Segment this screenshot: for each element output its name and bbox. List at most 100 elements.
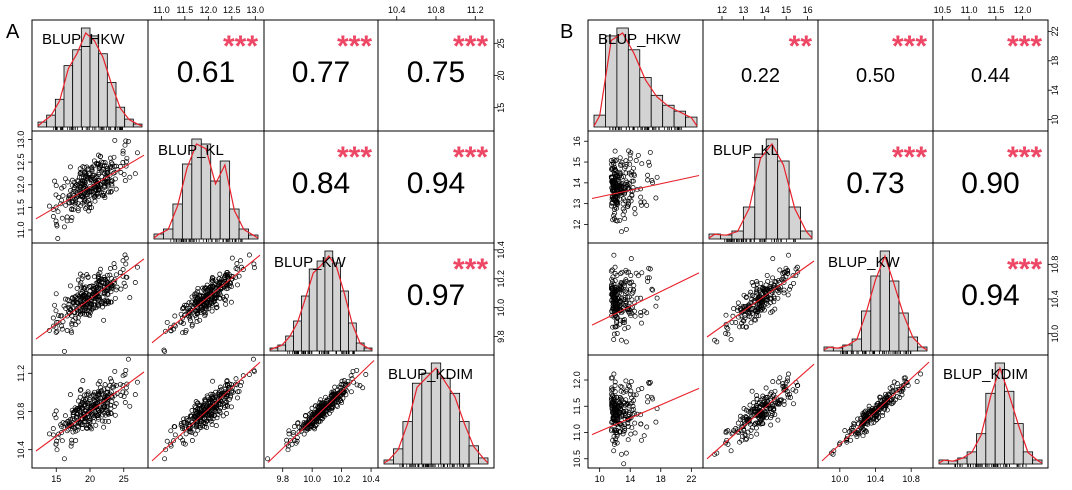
scatter-point	[354, 367, 360, 373]
scatter-point	[50, 426, 56, 432]
scatter-point	[84, 204, 90, 210]
scatter-point	[756, 306, 762, 312]
scatter-point	[865, 421, 871, 427]
scatter-point	[301, 431, 307, 437]
scatter-point	[609, 165, 615, 171]
scatter-point	[77, 171, 83, 177]
scatter-point	[95, 414, 101, 420]
scatter-point	[209, 411, 215, 417]
scatter-point	[200, 404, 206, 410]
scatter-point	[624, 289, 630, 295]
scatter-point	[743, 407, 749, 413]
cell-4-4: BLUP_KDIM	[377, 354, 495, 469]
scatter-point	[856, 421, 861, 427]
scatter-point	[168, 328, 174, 333]
scatter-point	[67, 283, 73, 289]
scatter-point	[228, 299, 234, 305]
scatter-point	[633, 392, 639, 398]
scatter-point	[615, 415, 620, 421]
scatter-point	[621, 281, 626, 287]
cell-3-1	[31, 242, 149, 356]
histogram-bar	[355, 342, 365, 352]
scatter-point	[618, 171, 624, 177]
histogram-bar	[285, 335, 294, 352]
scatter-point	[341, 378, 347, 384]
scatter-point	[302, 422, 308, 428]
scatter-point	[610, 274, 616, 280]
correlation-value: 0.75	[407, 56, 465, 89]
scatter-point	[95, 194, 101, 200]
axis-tick-label: 10	[595, 474, 605, 484]
scatter-point	[59, 326, 65, 332]
scatter-point	[889, 401, 894, 407]
scatter-point	[73, 293, 78, 299]
scatter-point	[631, 398, 636, 403]
axis-tick-label: 10.4	[362, 474, 380, 484]
scatter-point	[251, 261, 257, 267]
scatter-point	[650, 287, 656, 293]
scatter-point	[224, 381, 230, 387]
scatter-point	[761, 307, 767, 313]
scatter-point	[746, 419, 752, 425]
scatter-point	[194, 420, 199, 426]
scatter-point	[338, 393, 343, 399]
scatter-point	[614, 202, 620, 208]
scatter-point	[214, 291, 220, 297]
scatter-point	[89, 426, 94, 432]
scatter-point	[615, 315, 620, 321]
scatter-point	[864, 429, 869, 435]
scatter-point	[757, 297, 763, 303]
cell-1-1: BLUP_HKW	[587, 19, 704, 132]
scatter-point	[168, 428, 174, 434]
scatter-point	[641, 433, 647, 439]
scatter-point	[69, 207, 75, 213]
axis-tick-label: 11.0	[572, 424, 582, 441]
scatter-point	[611, 448, 617, 454]
scatter-point	[871, 410, 877, 416]
scatter-point	[221, 405, 227, 410]
scatter-point	[749, 388, 755, 394]
cell-4-3	[263, 354, 379, 469]
scatter-point	[613, 436, 619, 442]
scatter-point	[95, 413, 101, 419]
scatter-point	[747, 402, 753, 408]
scatter-point	[638, 295, 644, 301]
scatter-point	[624, 287, 630, 293]
scatter-point	[614, 395, 620, 400]
axis-tick-label: 10.0	[1050, 325, 1060, 343]
scatter-point	[621, 461, 627, 467]
axis-tick-label: 10.4	[1050, 290, 1060, 308]
scatter-point	[111, 154, 117, 160]
scatter-point	[95, 416, 101, 422]
scatter-point	[194, 300, 200, 306]
scatter-point	[902, 378, 908, 384]
fit-curve	[706, 260, 815, 338]
scatter-point	[614, 320, 620, 326]
scatter-point	[625, 424, 631, 429]
scatter-point	[753, 402, 759, 408]
scatter-point	[612, 383, 618, 388]
axis-tick-label: 16	[803, 5, 813, 15]
scatter-point	[82, 286, 88, 292]
scatter-point	[213, 295, 219, 301]
scatter-point	[747, 292, 753, 298]
scatter-point	[102, 393, 108, 399]
scatter-point	[770, 275, 776, 281]
variable-label: BLUP_KW	[274, 254, 347, 271]
scatter-point	[622, 326, 628, 332]
scatter-point	[132, 280, 138, 285]
axis-tick-label: 10.5	[572, 450, 582, 468]
scatter-point	[69, 215, 75, 221]
scatter-point	[81, 300, 87, 306]
scatter-point	[623, 450, 629, 456]
scatter-point	[70, 429, 76, 435]
scatter-point	[122, 142, 128, 148]
scatter-point	[790, 387, 796, 393]
scatter-point	[82, 181, 87, 187]
scatter-point	[749, 297, 755, 303]
scatter-point	[66, 302, 72, 307]
histogram-bar	[440, 377, 451, 465]
scatter-point	[171, 326, 177, 332]
scatter-point	[192, 312, 198, 318]
scatter-point	[743, 294, 749, 300]
